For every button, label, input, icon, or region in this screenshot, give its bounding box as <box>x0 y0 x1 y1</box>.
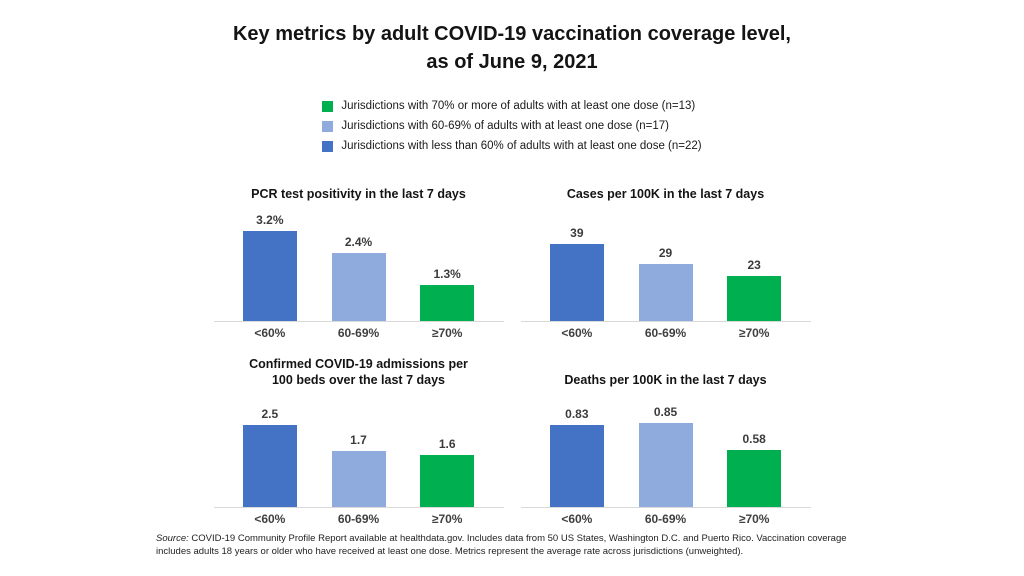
bar <box>242 231 297 322</box>
bar-value-label: 2.4% <box>344 235 373 249</box>
category-label: 60-69% <box>644 326 687 340</box>
bar-column: 2.4% <box>314 236 403 322</box>
bar-column: 39 <box>533 227 622 322</box>
bars-container: 39 29 23 <box>533 227 799 322</box>
x-axis-line <box>520 321 811 322</box>
chart-deaths-per-100k: Deaths per 100K in the last 7 days 0.83 0… <box>520 354 811 526</box>
bar-column: 1.7 <box>314 434 403 508</box>
bar-value-label: 39 <box>570 226 584 240</box>
legend-item-60-69: Jurisdictions with 60-69% of adults with… <box>322 120 701 133</box>
legend-swatch-light-blue-icon <box>322 121 334 132</box>
bar-column: 1.6 <box>403 438 492 508</box>
category-label: <60% <box>254 326 286 340</box>
x-axis-line <box>213 507 504 508</box>
bar <box>331 253 386 322</box>
slide-title-line1: Key metrics by adult COVID-19 vaccinatio… <box>232 23 791 45</box>
bars-container: 0.83 0.85 0.58 <box>533 406 799 508</box>
category-label: ≥70% <box>431 512 463 526</box>
category-labels: <60% 60-69% ≥70% <box>226 513 492 526</box>
category-label: ≥70% <box>738 512 770 526</box>
bar-value-label: 0.58 <box>742 432 766 446</box>
bar-value-label: 3.2% <box>256 213 284 227</box>
bar <box>638 423 693 508</box>
bar-column: 29 <box>621 247 710 322</box>
bars-container: 2.5 1.7 1.6 <box>226 408 492 508</box>
legend: Jurisdictions with 70% or more of adults… <box>322 100 702 160</box>
bar <box>638 264 693 322</box>
bar-value-label: 2.5 <box>261 407 279 421</box>
bar <box>727 276 782 322</box>
category-labels: <60% 60-69% ≥70% <box>533 513 799 526</box>
bar <box>420 285 475 322</box>
plot-area: 2.5 1.7 1.6 <box>213 392 504 508</box>
bar-value-label: 0.83 <box>565 407 589 421</box>
bar-column: 1.3% <box>403 268 492 322</box>
plot-area: 3.2% 2.4% 1.3% <box>213 206 504 322</box>
bar-column: 23 <box>710 259 799 322</box>
bar-value-label: 29 <box>658 246 673 260</box>
bar-column: 0.85 <box>621 406 710 508</box>
category-label: 60-69% <box>337 512 380 526</box>
bar <box>420 455 475 508</box>
legend-wrap: Jurisdictions with 70% or more of adults… <box>0 100 1024 160</box>
plot-area: 39 29 23 <box>520 206 811 322</box>
bar-value-label: 0.85 <box>653 405 678 419</box>
bar-value-label: 1.6 <box>438 437 456 451</box>
source-text: COVID-19 Community Profile Report availa… <box>156 533 847 557</box>
source-note: Source: COVID-19 Community Profile Repor… <box>156 532 868 558</box>
source-label: Source: <box>156 533 189 544</box>
chart-cases-per-100k: Cases per 100K in the last 7 days 39 29 23… <box>520 168 811 340</box>
bar-column: 2.5 <box>226 408 315 508</box>
bar-column: 0.58 <box>710 433 799 508</box>
category-label: 60-69% <box>644 512 687 526</box>
bar <box>549 244 604 322</box>
legend-item-70-plus: Jurisdictions with 70% or more of adults… <box>322 100 701 113</box>
bar-column: 0.83 <box>533 408 622 508</box>
charts-grid: PCR test positivity in the last 7 days 3… <box>0 168 1024 526</box>
chart-title: Cases per 100K in the last 7 days <box>566 187 765 201</box>
legend-item-under-60: Jurisdictions with less than 60% of adul… <box>322 140 702 153</box>
category-label: ≥70% <box>431 326 463 340</box>
x-axis-line <box>213 321 504 322</box>
bar <box>331 451 386 508</box>
bar <box>242 425 297 508</box>
legend-label: Jurisdictions with 60-69% of adults with… <box>341 120 670 132</box>
legend-swatch-green-icon <box>322 101 334 112</box>
chart-title: Deaths per 100K in the last 7 days <box>564 373 767 387</box>
bars-container: 3.2% 2.4% 1.3% <box>226 214 492 322</box>
slide-title-line2: as of June 9, 2021 <box>426 51 598 73</box>
chart-title: Confirmed COVID-19 admissions per 100 be… <box>249 357 468 387</box>
bar <box>549 425 604 508</box>
slide-title: Key metrics by adult COVID-19 vaccinatio… <box>0 0 1024 76</box>
category-labels: <60% 60-69% ≥70% <box>226 327 492 340</box>
category-label: <60% <box>561 326 593 340</box>
category-labels: <60% 60-69% ≥70% <box>533 327 799 340</box>
bar-value-label: 1.3% <box>433 267 461 281</box>
legend-label: Jurisdictions with less than 60% of adul… <box>341 140 702 152</box>
plot-area: 0.83 0.85 0.58 <box>520 392 811 508</box>
category-label: 60-69% <box>337 326 380 340</box>
category-label: <60% <box>254 512 286 526</box>
bar <box>727 450 782 508</box>
legend-swatch-dark-blue-icon <box>322 141 334 152</box>
legend-label: Jurisdictions with 70% or more of adults… <box>341 100 696 112</box>
category-label: ≥70% <box>738 326 770 340</box>
bar-value-label: 1.7 <box>350 433 367 447</box>
chart-pcr-test-positivity: PCR test positivity in the last 7 days 3… <box>213 168 504 340</box>
chart-title: PCR test positivity in the last 7 days <box>251 187 466 201</box>
category-label: <60% <box>561 512 593 526</box>
x-axis-line <box>520 507 811 508</box>
bar-value-label: 23 <box>747 258 761 272</box>
chart-admissions-per-100-beds: Confirmed COVID-19 admissions per 100 be… <box>213 354 504 526</box>
bar-column: 3.2% <box>226 214 315 322</box>
